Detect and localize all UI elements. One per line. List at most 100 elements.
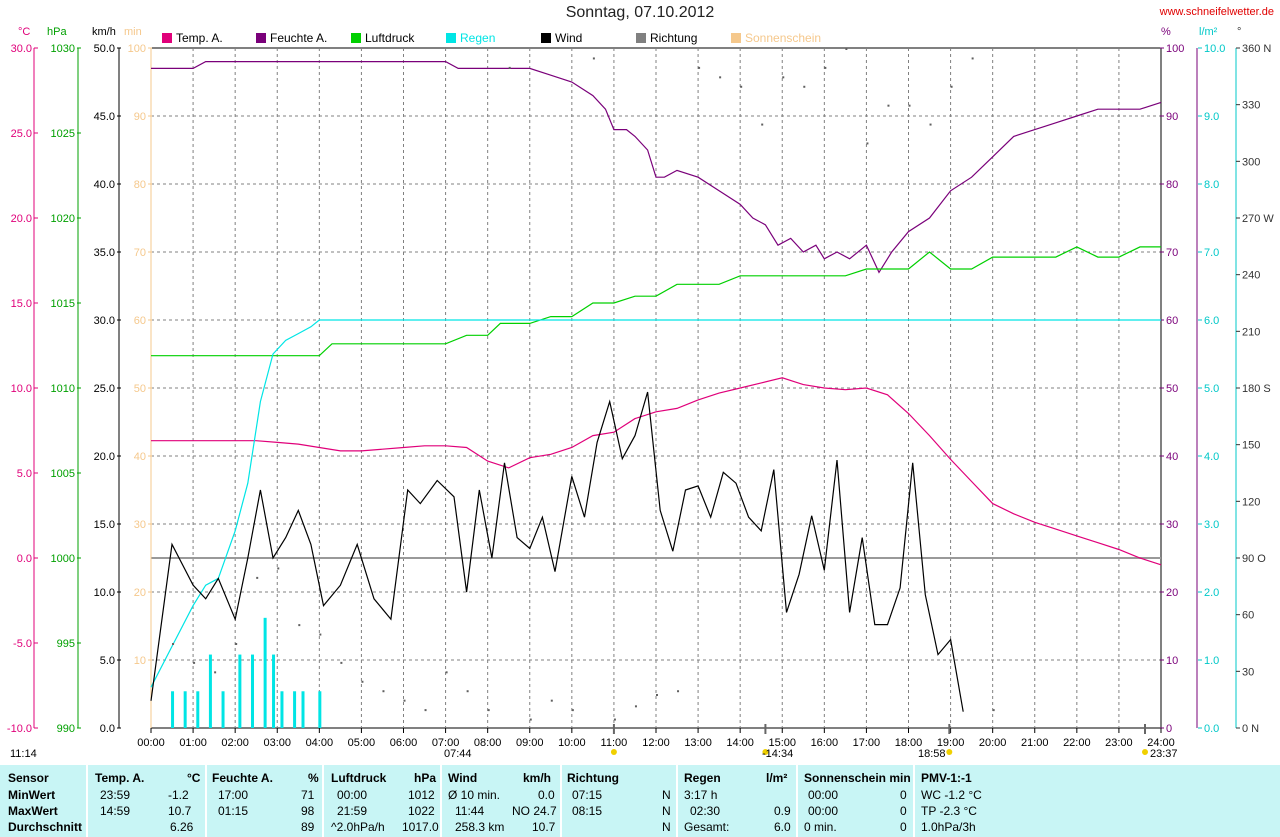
stats-header: Feuchte A. <box>212 771 273 785</box>
tick-label-wind: 50.0 <box>94 43 115 55</box>
tick-label-wind: 0.0 <box>100 723 115 735</box>
tick-label-direction: 90 O <box>1242 553 1266 565</box>
stats-cell: NO 24.7 <box>512 804 557 818</box>
tick-label-sun: 50 <box>134 383 146 395</box>
stats-cell: 00:00 <box>808 788 839 802</box>
direction-point <box>193 661 196 664</box>
stats-header: km/h <box>523 771 552 785</box>
rain-bar <box>208 654 212 728</box>
tick-label-temp: 25.0 <box>11 128 32 140</box>
series-line-luftdruck <box>151 246 1161 357</box>
stats-row-label: MinWert <box>8 788 56 802</box>
direction-point <box>340 661 343 664</box>
legend-item: Temp. A. <box>162 31 223 45</box>
rain-bar <box>301 691 305 728</box>
tick-label-sun: 60 <box>134 315 146 327</box>
x-tick-label: 05:00 <box>348 737 376 749</box>
stats-header: Luftdruck <box>331 771 387 785</box>
site-link[interactable]: www.schneifelwetter.de <box>1159 6 1274 18</box>
x-tick-label: 16:00 <box>811 737 839 749</box>
direction-point <box>698 66 701 69</box>
tick-label-wind: 10.0 <box>94 587 115 599</box>
direction-point <box>382 690 385 693</box>
tick-label-humidity: 0 <box>1166 723 1172 735</box>
tick-label-direction: 60 <box>1242 610 1254 622</box>
x-tick-label: 13:00 <box>684 737 712 749</box>
x-tick-label: 02:00 <box>221 737 249 749</box>
stats-cell: 0.0 <box>538 788 555 802</box>
rain-bar <box>171 691 175 728</box>
series-line-tempa <box>151 377 1162 566</box>
tick-label-pressure: 1020 <box>51 213 75 225</box>
direction-point <box>824 66 827 69</box>
tick-label-sun: 30 <box>134 519 146 531</box>
stats-cell: 3:17 h <box>684 788 718 802</box>
stats-cell: 23:59 <box>100 788 131 802</box>
tick-label-humidity: 40 <box>1166 451 1178 463</box>
stats-cell: 11:44 <box>455 804 485 818</box>
stats-header: Wind <box>448 771 478 785</box>
direction-point <box>466 690 469 693</box>
series-line-wind <box>150 391 964 712</box>
tick-label-wind: 30.0 <box>94 315 115 327</box>
direction-point <box>298 624 301 627</box>
legend-label: Regen <box>460 31 496 45</box>
stats-cell: 6.0 <box>774 820 791 834</box>
tick-label-rain: 3.0 <box>1204 519 1219 531</box>
tick-label-wind: 20.0 <box>94 451 115 463</box>
series-line-regen <box>150 319 1161 688</box>
sun-marker <box>946 749 953 755</box>
legend-label: Luftdruck <box>365 31 415 45</box>
rain-bar <box>263 617 267 728</box>
direction-point <box>761 123 764 126</box>
x-tick-label: 03:00 <box>263 737 291 749</box>
tick-label-rain: 2.0 <box>1204 587 1219 599</box>
stats-cell: 14:59 <box>100 804 131 818</box>
stats-cell: ^2.0hPa/h <box>331 820 385 834</box>
stats-header: Regen <box>684 771 721 785</box>
tick-label-humidity: 10 <box>1166 655 1178 667</box>
x-tick-label: 00:00 <box>137 737 165 749</box>
tick-label-pressure: 990 <box>57 723 75 735</box>
tick-label-temp: 20.0 <box>11 213 32 225</box>
stats-cell: 98 <box>301 804 315 818</box>
x-tick-label: 09:00 <box>516 737 544 749</box>
tick-label-temp: -5.0 <box>13 638 32 650</box>
tick-label-sun: 40 <box>134 451 146 463</box>
legend-item: Richtung <box>636 31 697 45</box>
time-marker-min_temp: -14:34 <box>762 748 794 760</box>
stats-cell: 6.26 <box>170 820 194 834</box>
axis-header-temp: °C <box>18 26 31 38</box>
tick-label-wind: 5.0 <box>100 655 115 667</box>
tick-label-humidity: 70 <box>1166 247 1178 259</box>
direction-point <box>403 699 406 702</box>
stats-cell: 0 <box>900 788 907 802</box>
stats-cell: 07:15 <box>572 788 603 802</box>
series-line-feuchtea <box>151 60 1162 274</box>
tick-label-sun: 90 <box>134 111 146 123</box>
direction-point <box>929 123 932 126</box>
direction-point <box>866 142 869 145</box>
legend-label: Temp. A. <box>176 31 223 45</box>
tick-label-direction: 240 <box>1242 270 1260 282</box>
tick-label-wind: 15.0 <box>94 519 115 531</box>
x-tick-label: 19:00 <box>937 737 965 749</box>
tick-label-pressure: 1010 <box>51 383 75 395</box>
legend-item: Regen <box>446 31 495 45</box>
tick-label-sun: 70 <box>134 247 146 259</box>
stats-cell: 00:00 <box>808 804 839 818</box>
stats-cell: 1022 <box>408 804 435 818</box>
stats-cell: 258.3 km <box>455 820 505 834</box>
stats-cell: 1012 <box>408 788 435 802</box>
rain-bar <box>251 654 254 728</box>
sun-marker <box>610 749 617 755</box>
axis-header-rain: l/m² <box>1199 26 1218 38</box>
stats-cell: Gesamt: <box>684 820 730 834</box>
direction-point <box>677 690 680 693</box>
direction-point <box>803 85 806 88</box>
tick-label-pressure: 995 <box>57 638 75 650</box>
stats-cell: 0.9 <box>774 804 791 818</box>
tick-label-direction: 150 <box>1242 440 1260 452</box>
stats-table: Sensor Temp. A. °C Feuchte A.% Luftdruck hPa W… <box>0 765 1280 837</box>
stats-header: PMV-1:-1 <box>921 771 972 785</box>
